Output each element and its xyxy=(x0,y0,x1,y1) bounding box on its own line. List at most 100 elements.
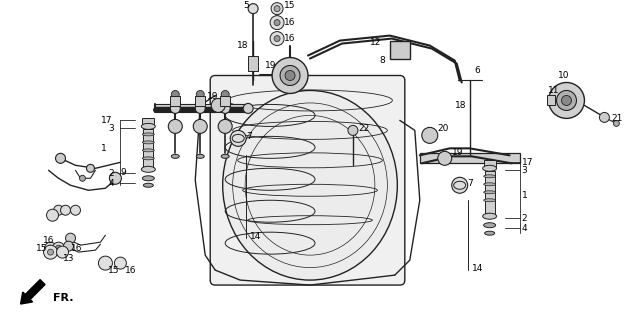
Circle shape xyxy=(99,256,113,270)
Circle shape xyxy=(80,175,85,181)
Circle shape xyxy=(274,36,280,42)
Circle shape xyxy=(599,112,610,123)
Bar xyxy=(195,96,205,107)
Text: 16: 16 xyxy=(125,266,137,275)
Text: 20: 20 xyxy=(438,124,449,133)
Circle shape xyxy=(53,242,65,254)
Circle shape xyxy=(243,103,253,113)
Bar xyxy=(546,95,555,105)
Ellipse shape xyxy=(142,149,154,152)
Ellipse shape xyxy=(142,176,154,181)
Text: 19: 19 xyxy=(207,92,219,101)
Circle shape xyxy=(274,20,280,26)
Circle shape xyxy=(270,16,284,29)
Bar xyxy=(484,160,496,168)
Circle shape xyxy=(271,3,283,15)
Ellipse shape xyxy=(484,223,496,228)
Bar xyxy=(170,96,180,107)
Ellipse shape xyxy=(454,181,466,189)
Circle shape xyxy=(110,172,122,184)
Text: FR.: FR. xyxy=(53,293,73,303)
Text: 8: 8 xyxy=(380,56,385,65)
Ellipse shape xyxy=(142,157,154,160)
Circle shape xyxy=(556,91,577,110)
Circle shape xyxy=(272,58,308,93)
Ellipse shape xyxy=(484,175,496,178)
Circle shape xyxy=(44,245,58,259)
Text: 15: 15 xyxy=(108,266,120,275)
Text: 14: 14 xyxy=(472,264,483,273)
Circle shape xyxy=(61,205,70,215)
Circle shape xyxy=(348,125,358,135)
FancyBboxPatch shape xyxy=(210,76,405,285)
Text: 13: 13 xyxy=(63,254,74,263)
Ellipse shape xyxy=(484,199,496,202)
Circle shape xyxy=(422,127,438,143)
Circle shape xyxy=(220,103,230,113)
Bar xyxy=(142,118,154,126)
Ellipse shape xyxy=(142,133,154,136)
Text: 11: 11 xyxy=(548,86,559,95)
Text: 9: 9 xyxy=(120,168,126,177)
Ellipse shape xyxy=(221,154,229,158)
Bar xyxy=(155,104,245,112)
Circle shape xyxy=(218,119,232,133)
Text: 22: 22 xyxy=(358,124,369,133)
Circle shape xyxy=(248,4,258,14)
Circle shape xyxy=(56,245,61,251)
Ellipse shape xyxy=(232,134,244,142)
Circle shape xyxy=(47,249,54,255)
Text: 4: 4 xyxy=(522,224,527,233)
Circle shape xyxy=(54,205,63,215)
Text: 1: 1 xyxy=(522,191,527,200)
Bar xyxy=(485,171,494,216)
Text: 15: 15 xyxy=(284,1,296,10)
Text: 14: 14 xyxy=(250,232,261,241)
Ellipse shape xyxy=(141,166,155,172)
Circle shape xyxy=(115,257,127,269)
Circle shape xyxy=(549,83,584,118)
Circle shape xyxy=(285,70,295,81)
Ellipse shape xyxy=(484,183,496,186)
Circle shape xyxy=(56,153,65,163)
Circle shape xyxy=(438,151,452,165)
Circle shape xyxy=(561,95,572,105)
Bar xyxy=(248,56,258,70)
Ellipse shape xyxy=(143,183,153,187)
Text: 18: 18 xyxy=(237,41,249,50)
Ellipse shape xyxy=(485,231,494,235)
Ellipse shape xyxy=(141,124,155,129)
Text: 19: 19 xyxy=(452,148,463,157)
Text: 19: 19 xyxy=(265,61,277,70)
Text: 12: 12 xyxy=(370,38,381,47)
Circle shape xyxy=(193,119,207,133)
Ellipse shape xyxy=(196,154,204,158)
Ellipse shape xyxy=(484,191,496,194)
Circle shape xyxy=(47,209,58,221)
Circle shape xyxy=(56,246,68,258)
Circle shape xyxy=(44,242,56,254)
Ellipse shape xyxy=(482,213,497,219)
Bar xyxy=(143,129,153,169)
Text: 4: 4 xyxy=(108,179,114,188)
Circle shape xyxy=(47,245,54,251)
Text: 16: 16 xyxy=(284,18,296,27)
Circle shape xyxy=(65,233,75,243)
Circle shape xyxy=(613,120,619,126)
Text: 7: 7 xyxy=(246,132,252,141)
Text: 15: 15 xyxy=(35,244,47,253)
Circle shape xyxy=(452,177,468,193)
Text: 17: 17 xyxy=(101,116,113,125)
Circle shape xyxy=(63,241,73,251)
Text: 16: 16 xyxy=(70,244,82,253)
Ellipse shape xyxy=(223,91,398,280)
Text: 1: 1 xyxy=(101,144,107,153)
Circle shape xyxy=(230,130,246,146)
Text: 21: 21 xyxy=(611,114,623,123)
Text: 17: 17 xyxy=(522,158,533,167)
Circle shape xyxy=(70,205,80,215)
Circle shape xyxy=(221,91,229,99)
Text: 3: 3 xyxy=(108,124,114,133)
Circle shape xyxy=(168,119,182,133)
Text: 18: 18 xyxy=(454,101,467,110)
